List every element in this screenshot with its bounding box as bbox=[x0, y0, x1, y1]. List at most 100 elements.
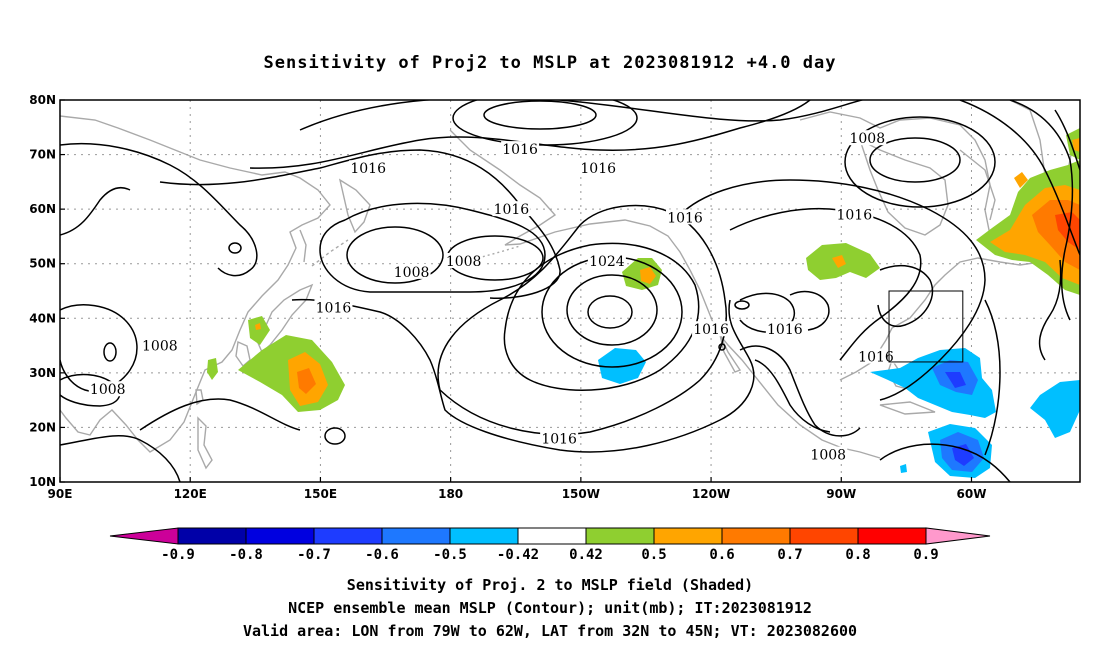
coast-baffin bbox=[959, 149, 996, 221]
contour-arctic-1016b bbox=[249, 100, 811, 169]
contour-mexico-1008b bbox=[754, 359, 831, 433]
colorbar-segment bbox=[721, 527, 791, 545]
colorbar-segment bbox=[585, 527, 655, 545]
contour-hudson-low-1 bbox=[869, 137, 961, 183]
negative-region-east-atlantic bbox=[1030, 380, 1080, 438]
contour-east-lower bbox=[984, 299, 1001, 456]
contour-label-bg bbox=[857, 348, 895, 364]
colorbar-segment bbox=[517, 527, 587, 545]
contour-label-bg bbox=[392, 263, 431, 279]
lat-label: 50N bbox=[29, 257, 56, 271]
contour-label: 1008 bbox=[810, 448, 846, 464]
contour-east-1016 bbox=[877, 264, 934, 327]
contour-bottom-right bbox=[879, 443, 1011, 482]
contour-label-bg bbox=[140, 337, 179, 353]
contour-sw-2 bbox=[139, 398, 301, 431]
contour-label-bg bbox=[444, 252, 483, 268]
contour-small-2 bbox=[228, 242, 242, 254]
contour-label: 1016 bbox=[502, 142, 538, 158]
plot-area: 1016 1016 1016 1016 1016 1016 1008 1008 1008 1024… bbox=[60, 100, 1080, 482]
contour-label: 1016 bbox=[767, 322, 803, 338]
positive-region-japan-peak bbox=[297, 368, 316, 394]
contour-label-bg bbox=[501, 141, 540, 157]
coastlines bbox=[60, 100, 1080, 470]
contour-label-bg bbox=[587, 252, 626, 268]
colorbar-segment bbox=[789, 527, 859, 545]
contour-central-1016b bbox=[789, 290, 830, 331]
contour-greenland-1 bbox=[959, 100, 1080, 256]
coast-kuriles bbox=[311, 239, 349, 267]
contour-mexico-1008 bbox=[739, 345, 861, 437]
contour-greenland-2 bbox=[1009, 100, 1074, 321]
contour-label: 1016 bbox=[541, 431, 577, 447]
positive-region-nw-japan bbox=[248, 316, 270, 345]
positive-region-nw-japan-core bbox=[255, 323, 261, 330]
contour-label: 1016 bbox=[667, 210, 703, 226]
contour-west-1008 bbox=[60, 304, 138, 392]
contour-sw-1 bbox=[60, 434, 181, 482]
lat-label: 70N bbox=[29, 148, 56, 162]
contour-bering-outer bbox=[319, 202, 546, 293]
contour-label-bg bbox=[314, 299, 353, 315]
contour-na-1016 bbox=[729, 207, 922, 361]
caption-line-3: Valid area: LON from 79W to 62W, LAT fro… bbox=[243, 622, 857, 640]
contour-small-3 bbox=[324, 427, 346, 445]
contour-label-bg bbox=[88, 381, 127, 397]
contour-arctic-high-inner bbox=[483, 100, 597, 130]
colorbar-label: -0.9 bbox=[161, 547, 195, 563]
coast-sakhalin bbox=[299, 229, 307, 263]
lat-label: 10N bbox=[29, 475, 56, 489]
graticule bbox=[60, 100, 1080, 482]
lon-label: 60W bbox=[957, 487, 987, 501]
positive-region-china bbox=[207, 358, 218, 380]
lon-label: 120W bbox=[692, 487, 730, 501]
lon-label: 120E bbox=[174, 487, 207, 501]
colorbar-label: -0.7 bbox=[297, 547, 331, 563]
coast-japan bbox=[257, 283, 314, 354]
contour-label: 1016 bbox=[858, 349, 894, 365]
contour-high-2 bbox=[566, 274, 658, 346]
contour-asia-upper bbox=[60, 142, 258, 277]
contour-asia-left bbox=[60, 187, 131, 236]
contour-label-bg bbox=[809, 446, 848, 462]
contour-label: 1008 bbox=[90, 382, 126, 398]
contour-label-bg bbox=[666, 209, 705, 225]
positive-region-nw-atlantic-small bbox=[1014, 172, 1028, 188]
contour-label-bg bbox=[492, 201, 531, 217]
colorbar-segment bbox=[857, 527, 927, 545]
mslp-contours bbox=[60, 100, 1080, 482]
contour-na-1016b bbox=[679, 179, 986, 401]
contour-upper-mid bbox=[159, 149, 561, 299]
coast-kamchatka bbox=[338, 178, 371, 234]
contour-tiny-2 bbox=[734, 300, 750, 310]
coast-philippines bbox=[197, 416, 213, 470]
sensitivity-shading bbox=[207, 128, 1080, 478]
lon-label: 90W bbox=[826, 487, 856, 501]
map-frame bbox=[59, 99, 1081, 483]
valid-area-box bbox=[888, 290, 964, 363]
contour-label: 1016 bbox=[836, 208, 872, 224]
contour-label: 1016 bbox=[350, 161, 386, 177]
contour-high-outer bbox=[503, 242, 700, 391]
axis-ticks bbox=[59, 99, 973, 483]
colorbar-label: 0.8 bbox=[845, 547, 870, 563]
colorbar-segment bbox=[313, 527, 383, 545]
negative-region-small bbox=[900, 464, 907, 473]
colorbar-high-arrow bbox=[925, 527, 991, 545]
contour-label: 1016 bbox=[693, 322, 729, 338]
lat-label: 20N bbox=[29, 420, 56, 434]
colorbar-label: -0.5 bbox=[433, 547, 467, 563]
contour-label: 1016 bbox=[316, 300, 352, 316]
colorbar-segment bbox=[381, 527, 451, 545]
colorbar-labels: -0.9 -0.8 -0.7 -0.6 -0.5 -0.42 0.42 0.5 0.6 0.7 0.… bbox=[161, 547, 939, 563]
lat-label: 40N bbox=[29, 311, 56, 325]
contour-label: 1008 bbox=[849, 131, 885, 147]
coast-hudson bbox=[858, 138, 949, 236]
colorbar-segment bbox=[177, 527, 247, 545]
colorbar-label: -0.6 bbox=[365, 547, 399, 563]
colorbar-label: -0.8 bbox=[229, 547, 263, 563]
latitude-labels: 80N 70N 60N 50N 40N 30N 20N 10N bbox=[29, 93, 56, 489]
contour-greenland-4 bbox=[1038, 259, 1062, 361]
contour-greenland-3 bbox=[1054, 109, 1080, 171]
colorbar bbox=[109, 527, 991, 545]
